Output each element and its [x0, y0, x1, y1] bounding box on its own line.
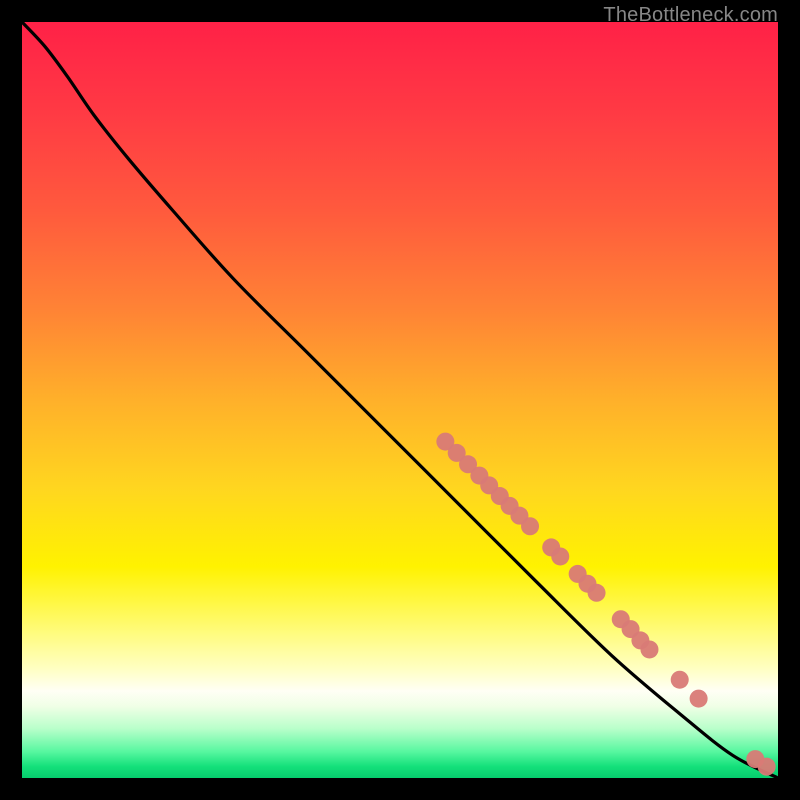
data-marker	[671, 671, 689, 689]
marker-group	[436, 433, 775, 776]
data-marker	[640, 640, 658, 658]
chart-svg	[22, 22, 778, 778]
data-marker	[690, 690, 708, 708]
data-marker	[588, 584, 606, 602]
data-marker	[521, 517, 539, 535]
data-marker	[551, 547, 569, 565]
curve-line	[22, 22, 778, 778]
data-marker	[758, 758, 776, 776]
plot-area	[22, 22, 778, 778]
